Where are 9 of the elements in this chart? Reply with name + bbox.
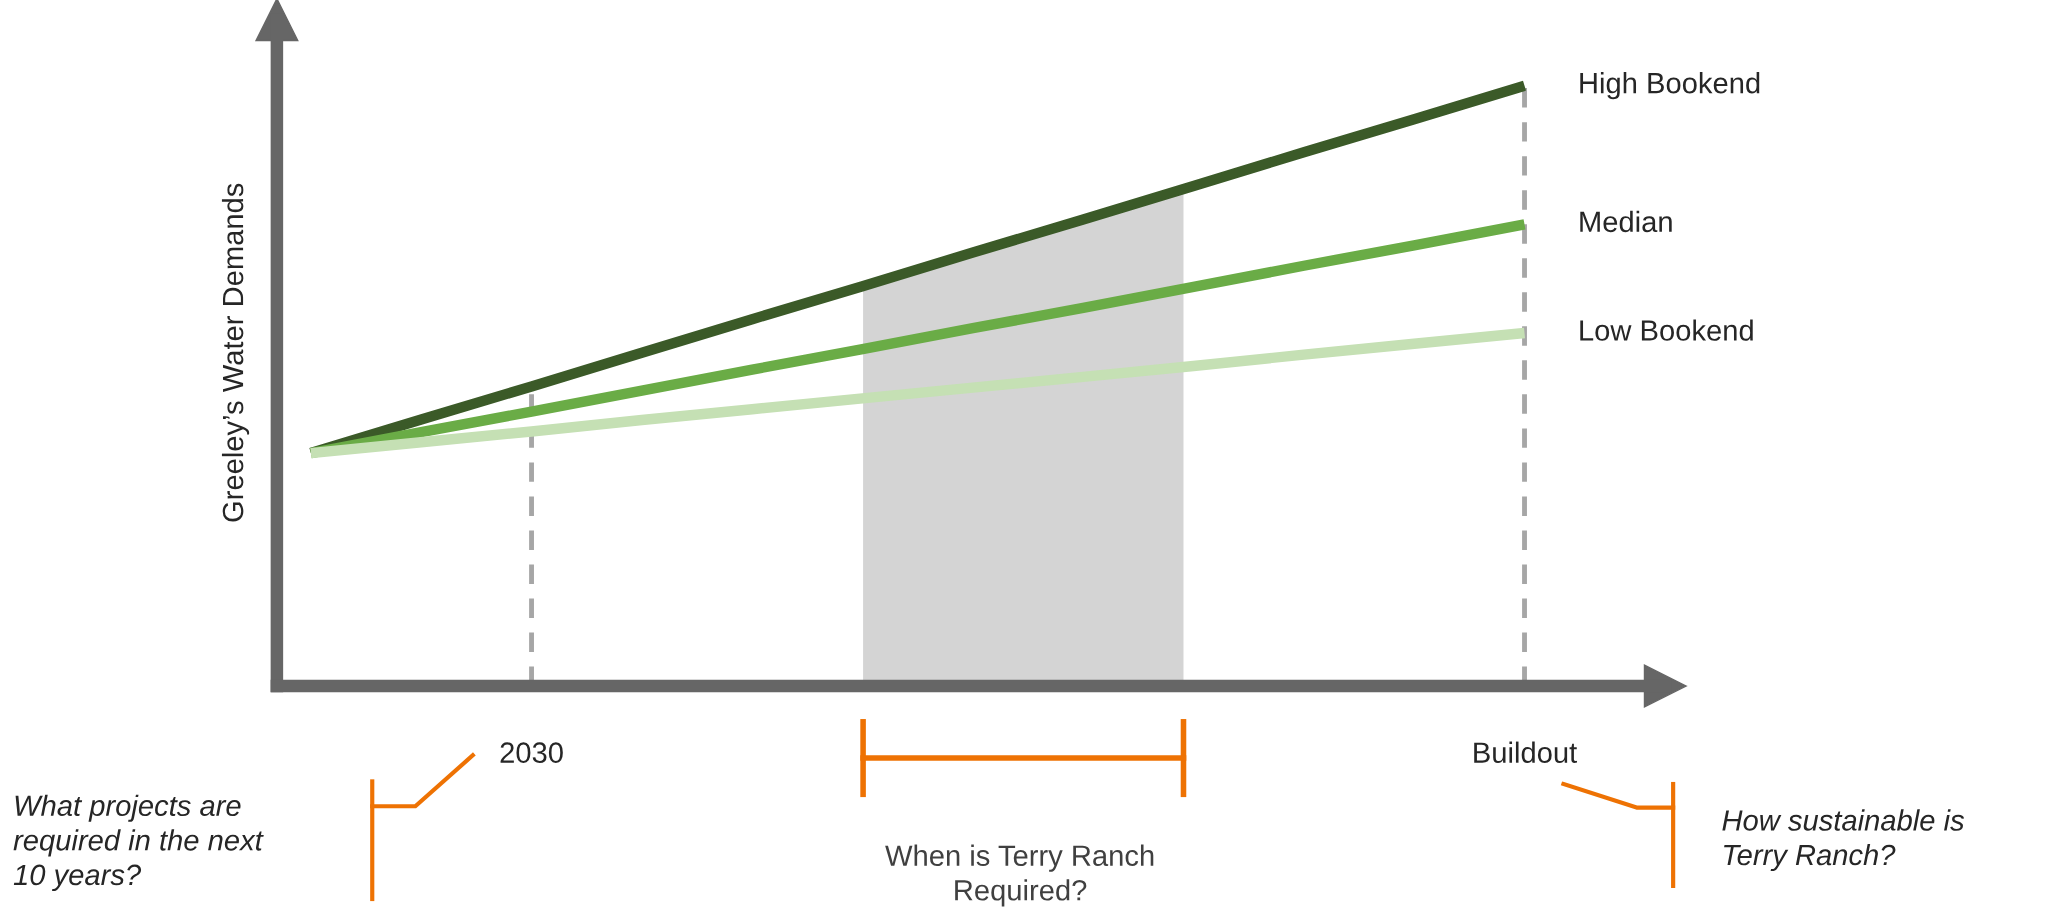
text: How sustainable is Terry Ranch? [1722, 809, 1965, 872]
series-label: Low Bookend [1580, 319, 1753, 341]
text: When is Terry Ranch Required? [885, 844, 1154, 907]
series-label: High Bookend [1580, 72, 1760, 100]
text: What projects are required in the next 10 years? [13, 794, 264, 892]
y-axis-title: Greeley’s Water Demands [221, 183, 250, 522]
x-tick-label: Buildout [1474, 741, 1578, 763]
series-label: Median [1580, 210, 1672, 233]
x-tick-label: 2030 [500, 742, 563, 763]
